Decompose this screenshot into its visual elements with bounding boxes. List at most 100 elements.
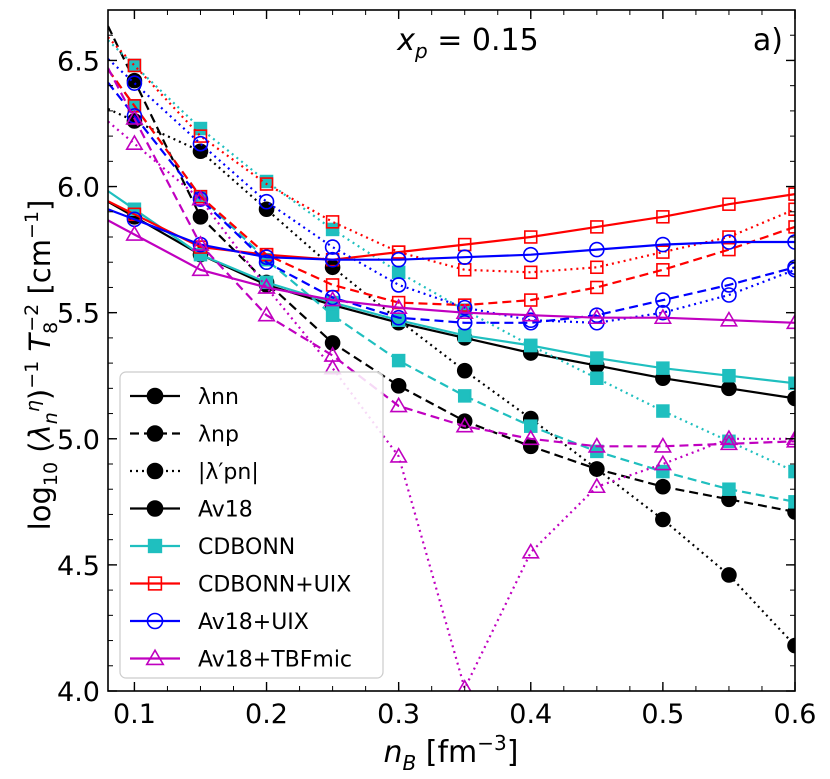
legend-label: |λ′pn|: [198, 460, 259, 485]
legend-label: CDBONN: [198, 535, 295, 560]
data-point: [719, 434, 739, 451]
y-tick-label: 6.0: [57, 173, 100, 204]
data-point: [324, 239, 341, 255]
x-tick-label: 0.5: [641, 699, 684, 730]
legend-entry-model-2: CDBONN+UIX: [130, 573, 351, 598]
data-point: [656, 263, 670, 277]
data-point: [389, 298, 408, 314]
annotation-xp: xp = 0.15: [396, 23, 538, 63]
data-point: [524, 230, 538, 244]
data-point: [258, 193, 275, 210]
data-point: [719, 429, 739, 446]
legend-marker: [146, 387, 164, 405]
legend-entry-model-1: CDBONN: [130, 535, 295, 560]
data-point: [722, 368, 736, 383]
data-point: [192, 209, 209, 225]
series-line: [108, 219, 795, 324]
plot-frame: [107, 9, 796, 692]
data-point: [456, 249, 473, 265]
legend-marker: [146, 500, 164, 517]
legend-box: [119, 371, 384, 679]
data-point: [390, 309, 407, 326]
x-axis-label: nB [fm−3]: [384, 731, 519, 775]
data-point: [125, 134, 144, 151]
data-point: [193, 121, 208, 136]
data-point: [391, 353, 406, 368]
legend-label: CDBONN+UIX: [198, 573, 351, 598]
data-point: [126, 75, 143, 91]
data-point: [655, 478, 671, 495]
data-point: [455, 303, 474, 320]
series-line: [108, 68, 795, 307]
legend-label: λnp: [198, 423, 239, 448]
data-point: [653, 308, 672, 325]
series-av18-tbfmic-dotted: [108, 120, 795, 691]
data-point: [389, 447, 408, 463]
data-point: [389, 396, 408, 413]
data-point: [785, 429, 795, 446]
data-point: [590, 280, 604, 295]
legend-marker: [146, 425, 164, 442]
data-point: [721, 380, 737, 397]
data-point: [785, 432, 795, 448]
y-tick-label: 6.5: [57, 46, 100, 77]
panel-label: a): [753, 23, 783, 58]
data-point: [587, 477, 606, 494]
y-tick-label: 4.5: [57, 551, 100, 582]
y-axis-label: log10 (λnη)−1 T8−2 [cm−1]: [21, 200, 62, 531]
data-point: [721, 287, 737, 303]
x-tick-label: 0.1: [113, 699, 156, 730]
data-point: [590, 371, 604, 385]
data-point: [258, 254, 275, 271]
data-point: [787, 234, 795, 250]
y-tick-label: 5.0: [57, 425, 100, 456]
data-point: [719, 310, 739, 327]
data-point: [656, 464, 670, 479]
data-point: [721, 567, 737, 583]
data-point: [457, 389, 472, 403]
legend-entry-style-2: |λ′pn|: [130, 460, 259, 485]
data-point: [522, 246, 539, 263]
data-point: [787, 261, 795, 278]
data-point: [587, 437, 606, 453]
series-av18-tbfmic-dashed: [108, 67, 795, 453]
data-point: [655, 236, 671, 253]
data-point: [257, 305, 276, 322]
x-tick-label: 0.3: [377, 699, 420, 730]
data-point: [656, 210, 670, 224]
legend-entry-style-0: λnn: [130, 385, 239, 410]
data-point: [456, 314, 473, 331]
data-point: [192, 135, 209, 152]
data-point: [457, 328, 472, 343]
data-point: [390, 378, 407, 394]
series-line: [108, 81, 795, 324]
data-point: [787, 390, 795, 407]
data-point: [191, 189, 210, 206]
data-point: [521, 429, 540, 446]
series-line: [108, 193, 795, 261]
data-point: [324, 335, 341, 351]
ticks-layer: 0.1 0.2 0.3 0.4 0.5 0.6 4.0 4.5 5.0 5.5 6.0 6.5: [57, 9, 816, 730]
data-point: [587, 308, 606, 325]
legend-entry-style-1: λnp: [130, 423, 239, 448]
data-point: [524, 265, 538, 280]
data-point: [589, 241, 605, 258]
series-line: [108, 68, 795, 503]
legend-label: λnn: [198, 385, 239, 410]
series-line: [108, 67, 795, 448]
data-point: [391, 265, 406, 280]
x-tick-label: 0.2: [245, 699, 288, 730]
data-point: [655, 511, 671, 528]
data-point: [127, 58, 142, 73]
data-point: [126, 108, 143, 124]
data-point: [325, 215, 340, 229]
data-point: [656, 404, 670, 418]
data-point: [391, 245, 406, 259]
data-point: [722, 197, 736, 211]
data-point: [257, 278, 276, 294]
data-point: [655, 304, 671, 321]
data-point: [521, 542, 540, 559]
data-point: [590, 351, 604, 365]
data-point: [589, 307, 605, 323]
